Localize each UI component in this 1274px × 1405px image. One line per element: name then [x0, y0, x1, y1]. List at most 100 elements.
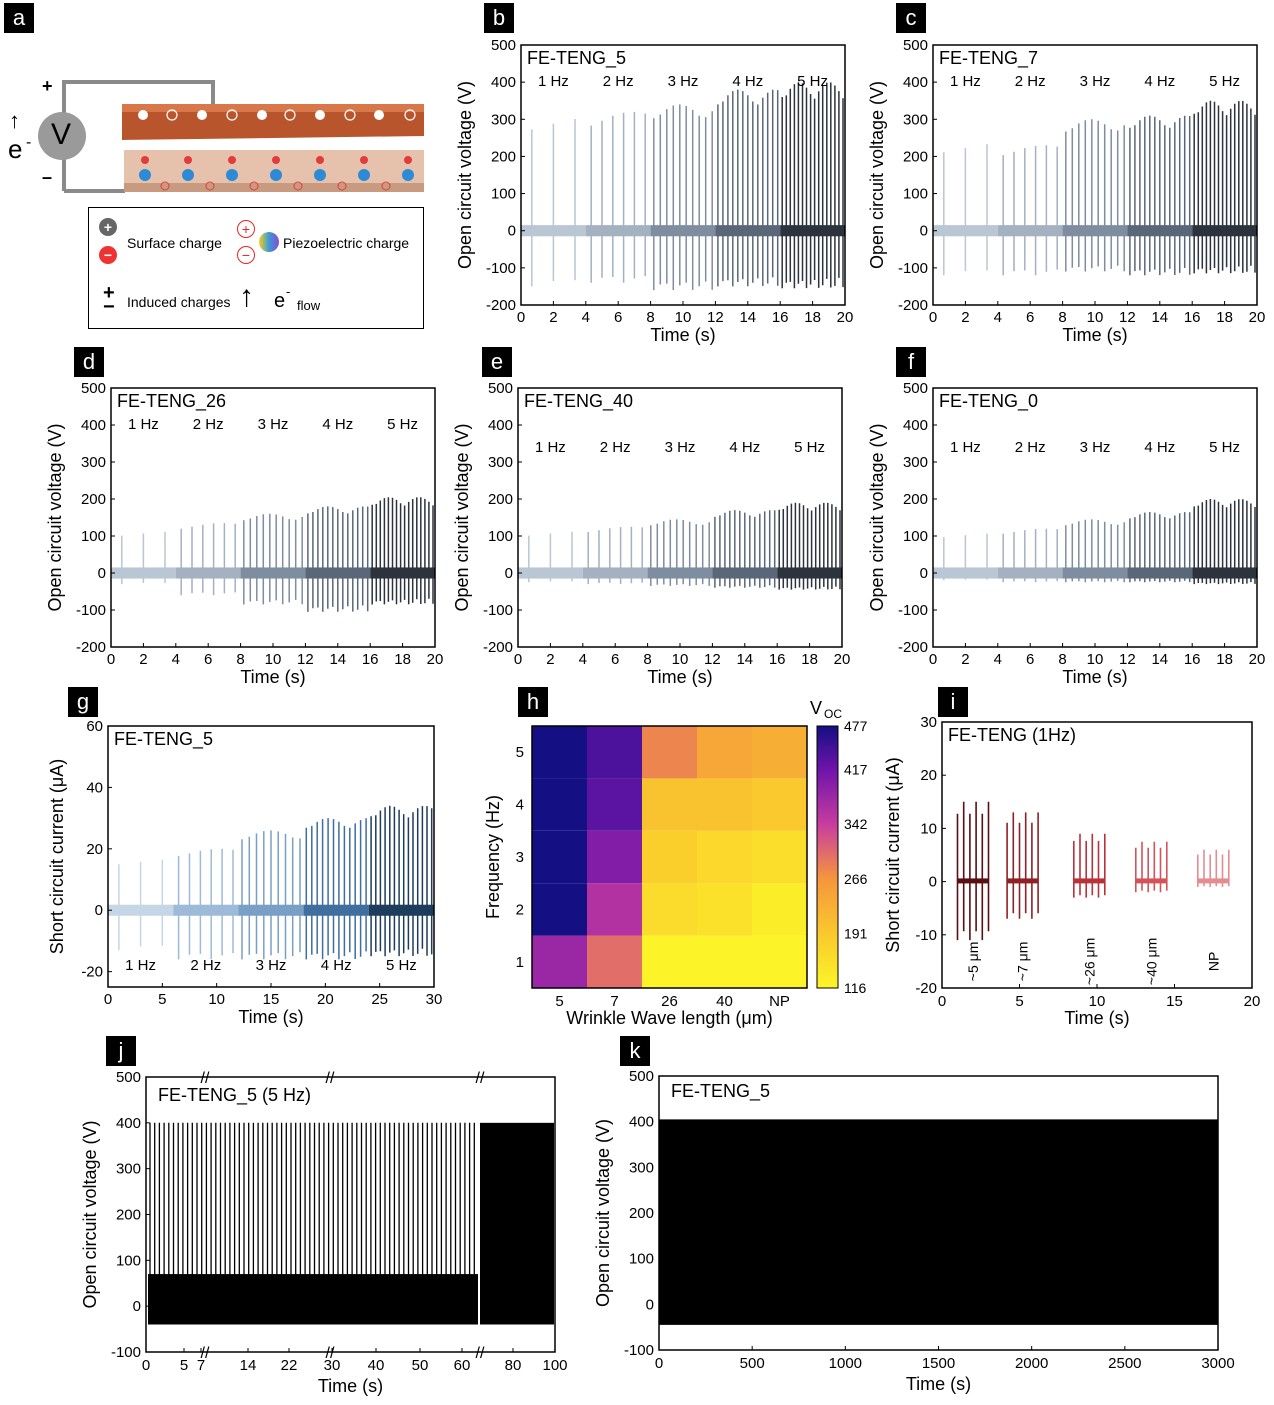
- pulse-series-3: [241, 830, 301, 960]
- baseline-band-3: [650, 225, 716, 237]
- piezo-dipole-icon: [259, 232, 279, 252]
- y-tick-label: 300: [81, 454, 106, 471]
- pulse-series-1: [956, 801, 990, 941]
- baseline-band-3: [1062, 225, 1128, 237]
- heatmap-cell: [532, 778, 587, 831]
- x-tick-label: 0: [514, 651, 522, 668]
- y-tick-label: 100: [629, 1251, 654, 1268]
- baseline-band-5: [777, 567, 842, 579]
- minus-terminal: –: [42, 167, 53, 187]
- x-tick-label: 2: [139, 651, 147, 668]
- y-tick-label: 100: [903, 186, 928, 203]
- heatmap-cell: [752, 830, 807, 884]
- x-tick-label: NP: [769, 993, 790, 1010]
- wavelength-label: NP: [1205, 952, 1221, 971]
- chart-title: FE-TENG_5 (5 Hz): [158, 1085, 311, 1106]
- chart-title: FE-TENG_5: [527, 48, 626, 69]
- y-tick-label: -100: [483, 602, 513, 619]
- bottom-film-base: [124, 183, 424, 192]
- panel-label-b: b: [484, 3, 514, 33]
- heatmap-cell: [642, 935, 697, 988]
- piezo-plus-icon: +: [237, 220, 255, 238]
- baseline-band-1: [933, 225, 998, 237]
- heatmap-cell: [642, 883, 697, 936]
- piezo-dipole-icon: [358, 169, 370, 181]
- chart-c: 0 2 4 6 8 10 12 14 16 18 20 -200 -100 0 100 200 300 400 50…: [867, 37, 1265, 345]
- y-tick-label: 0: [920, 565, 928, 582]
- axis-break-icon: //: [476, 1345, 485, 1362]
- y-tick-label: 100: [488, 528, 513, 545]
- frequency-label: 2 Hz: [190, 957, 221, 974]
- baseline-band-5: [370, 567, 435, 579]
- x-tick-label: 14: [240, 1357, 257, 1374]
- baseline-band-5: [1197, 878, 1229, 884]
- chart-e: 0 2 4 6 8 10 12 14 16 18 20 -200 -100 0 100 200 300 400 50…: [452, 380, 850, 687]
- x-tick-label: 7: [610, 993, 618, 1010]
- x-tick-label: 8: [236, 651, 244, 668]
- x-tick-label: 14: [329, 651, 346, 668]
- x-tick-label: 18: [801, 651, 818, 668]
- baseline-band-5: [1192, 225, 1257, 237]
- x-tick-label: 8: [643, 651, 651, 668]
- dense-pulse-block: [659, 1119, 1218, 1325]
- x-tick-label: 50: [412, 1357, 429, 1374]
- y-tick-label: 500: [903, 380, 928, 397]
- surface-charge-minus-icon: [360, 156, 368, 164]
- baseline-band-3: [238, 904, 304, 916]
- y-tick-label: 500: [116, 1069, 141, 1086]
- y-tick-label: -10: [915, 927, 937, 944]
- x-tick-label: 20: [1249, 309, 1266, 326]
- frequency-label: 5 Hz: [1209, 439, 1240, 456]
- x-tick-label: 4: [994, 651, 1002, 668]
- panel-label-f: f: [896, 347, 926, 377]
- schematic-legend: + − Surface charge + − Piezoelectric cha…: [88, 207, 424, 329]
- surface-charge-minus-icon: [228, 156, 236, 164]
- surface-charge-plus-icon: [315, 110, 325, 120]
- y-tick-label: 500: [629, 1068, 654, 1085]
- colorbar-tick-label: 266: [844, 871, 868, 887]
- y-axis-label: Open circuit voltage (V): [455, 81, 475, 269]
- pulse-series-1: [943, 144, 988, 276]
- surface-charge-plus-icon: [257, 110, 267, 120]
- pulse-series-5: [1197, 849, 1230, 887]
- baseline-band-2: [585, 225, 651, 237]
- y-tick-label: 500: [488, 380, 513, 397]
- x-tick-label: 4: [582, 309, 590, 326]
- surface-charge-plus-icon: [138, 110, 148, 120]
- chart-title: FE-TENG_5: [671, 1081, 770, 1102]
- chart-title: FE-TENG_0: [939, 391, 1038, 412]
- axis-break-icon: //: [201, 1345, 210, 1362]
- x-tick-label: 500: [740, 1355, 765, 1372]
- heatmap-cell: [642, 830, 697, 884]
- x-tick-label: 22: [281, 1357, 298, 1374]
- x-tick-label: 14: [1151, 309, 1168, 326]
- x-tick-label: 16: [1184, 651, 1201, 668]
- x-axis-label: Wrinkle Wave length (μm): [566, 1008, 772, 1028]
- x-axis-label: Time (s): [906, 1374, 971, 1394]
- x-tick-label: 2: [961, 651, 969, 668]
- y-axis-label: Open circuit voltage (V): [45, 423, 65, 611]
- induced-charge-icon: [404, 109, 416, 121]
- y-tick-label: 200: [81, 491, 106, 508]
- y-tick-label: -100: [898, 602, 928, 619]
- frequency-label: 4 Hz: [322, 416, 353, 433]
- induced-plus-minus-icon: + −: [103, 282, 115, 318]
- baseline-band-4: [715, 225, 781, 237]
- y-tick-label: 0: [920, 223, 928, 240]
- surface-charge-minus-icon: [184, 156, 192, 164]
- baseline-band-3: [1073, 878, 1105, 884]
- frequency-label: 2 Hz: [1015, 73, 1046, 90]
- x-axis-label: Time (s): [647, 667, 712, 687]
- frequency-label: 3 Hz: [1080, 73, 1111, 90]
- y-tick-label: 200: [491, 148, 516, 165]
- piezo-minus-icon: [160, 181, 170, 191]
- x-tick-label: 0: [929, 651, 937, 668]
- y-tick-label: 300: [629, 1159, 654, 1176]
- plus-terminal: +: [42, 76, 53, 96]
- heatmap-cell: [532, 883, 587, 936]
- baseline-band-1: [933, 567, 998, 579]
- surface-charge-plus-icon: [374, 110, 384, 120]
